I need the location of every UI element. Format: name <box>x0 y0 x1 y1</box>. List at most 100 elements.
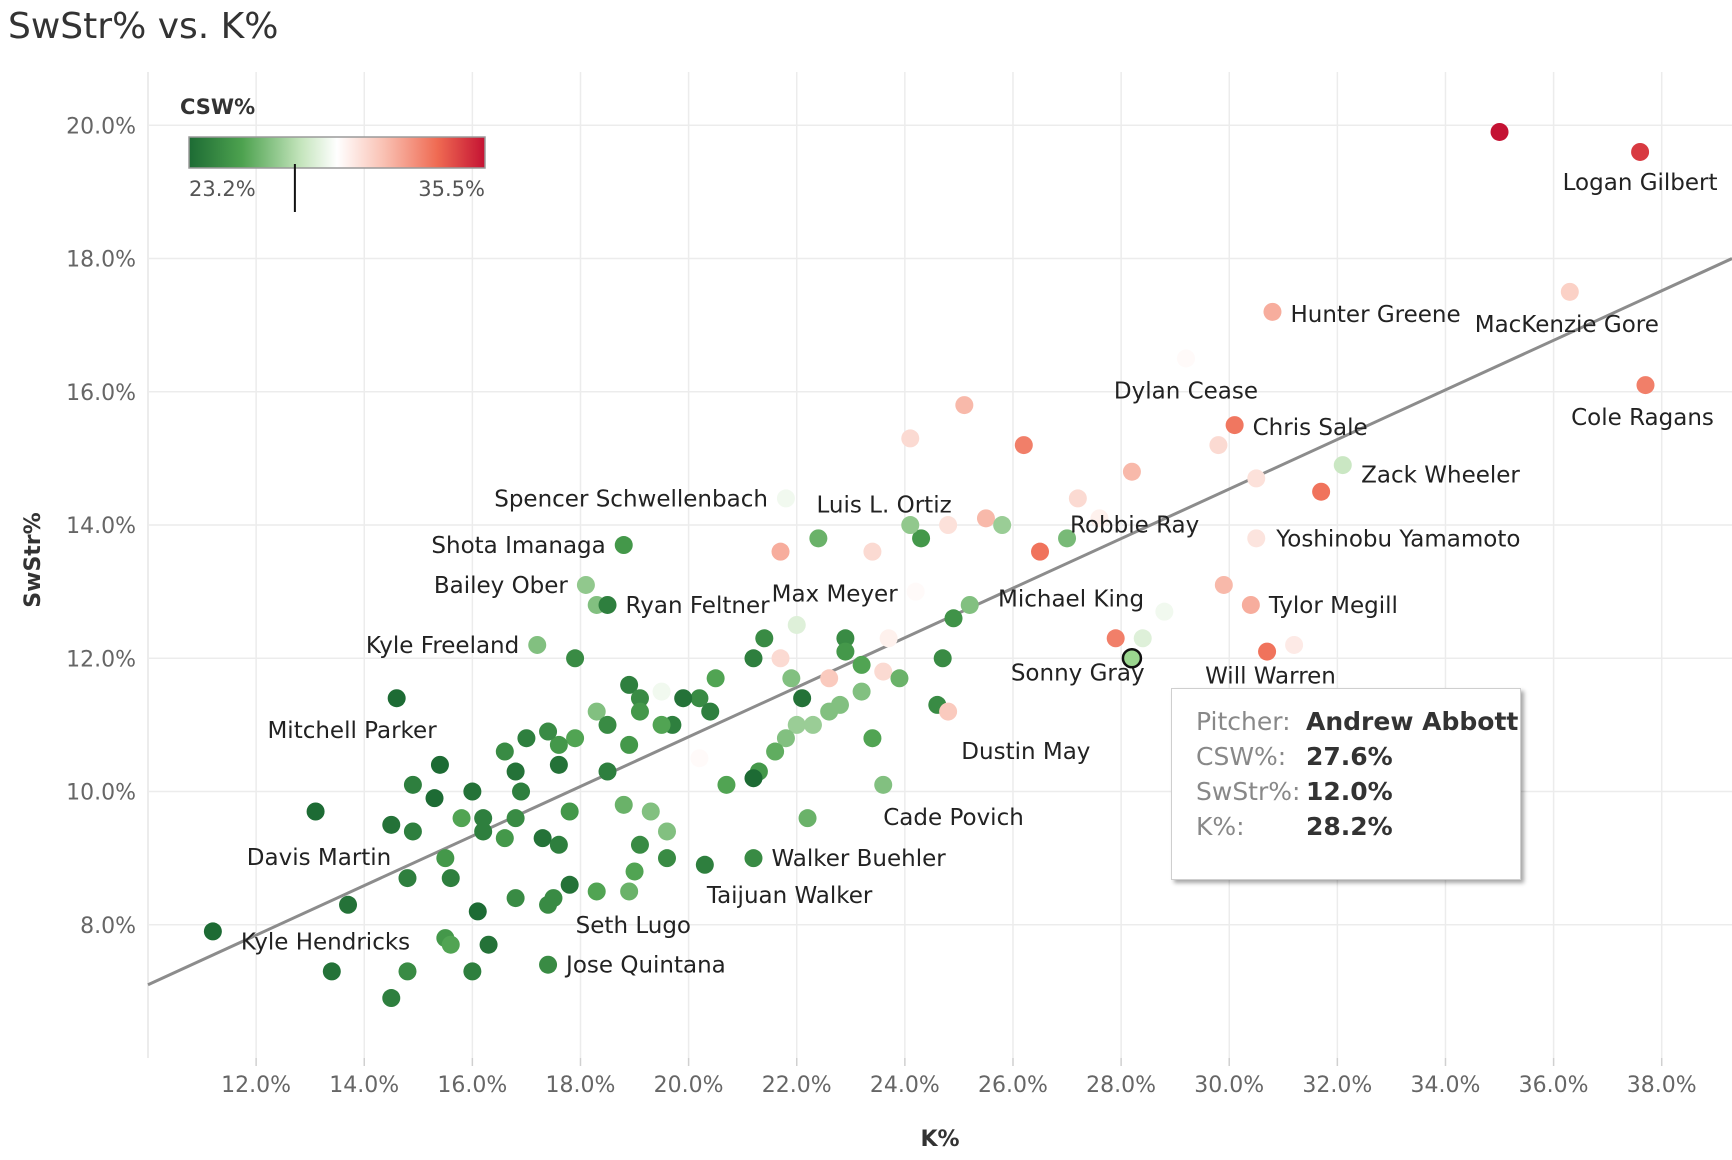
data-point[interactable] <box>771 649 790 668</box>
data-point[interactable] <box>495 829 514 848</box>
data-point[interactable] <box>1312 482 1331 501</box>
data-point[interactable] <box>1209 436 1228 455</box>
data-point[interactable] <box>1176 349 1195 368</box>
data-point[interactable] <box>1106 629 1125 648</box>
data-point[interactable] <box>614 536 633 555</box>
data-point[interactable] <box>674 689 693 708</box>
data-point[interactable] <box>939 516 958 535</box>
data-point[interactable] <box>630 689 649 708</box>
data-point[interactable] <box>598 762 617 781</box>
data-point[interactable] <box>1247 529 1266 548</box>
data-point[interactable] <box>1241 595 1260 614</box>
data-point[interactable] <box>744 849 763 868</box>
data-point[interactable] <box>549 835 568 854</box>
data-point[interactable] <box>652 682 671 701</box>
csw-legend[interactable]: CSW% 23.2% 35.5% <box>180 95 486 212</box>
data-point[interactable] <box>836 629 855 648</box>
data-point[interactable] <box>852 682 871 701</box>
data-point[interactable] <box>549 755 568 774</box>
data-point[interactable] <box>425 789 444 808</box>
data-point[interactable] <box>820 669 839 688</box>
data-point[interactable] <box>463 782 482 801</box>
data-point[interactable] <box>755 629 774 648</box>
data-point[interactable] <box>620 735 639 754</box>
data-point[interactable] <box>452 809 471 828</box>
data-point[interactable] <box>1090 509 1109 528</box>
data-point[interactable] <box>906 582 925 601</box>
data-point[interactable] <box>322 962 341 981</box>
data-point[interactable] <box>387 689 406 708</box>
data-point[interactable] <box>1258 642 1277 661</box>
data-point[interactable] <box>403 822 422 841</box>
data-point[interactable] <box>879 629 898 648</box>
data-point[interactable] <box>874 775 893 794</box>
data-point[interactable] <box>652 715 671 734</box>
data-point[interactable] <box>506 889 525 908</box>
data-point[interactable] <box>403 775 422 794</box>
data-point[interactable] <box>641 802 660 821</box>
data-point[interactable] <box>630 835 649 854</box>
data-point[interactable] <box>1490 122 1509 141</box>
data-point[interactable] <box>614 795 633 814</box>
data-point[interactable] <box>506 809 525 828</box>
data-point[interactable] <box>441 869 460 888</box>
data-point[interactable] <box>690 749 709 768</box>
data-point[interactable] <box>306 802 325 821</box>
data-point[interactable] <box>809 529 828 548</box>
data-point[interactable] <box>625 862 644 881</box>
data-point[interactable] <box>539 895 558 914</box>
data-point[interactable] <box>517 729 536 748</box>
data-point[interactable] <box>495 742 514 761</box>
data-point[interactable] <box>944 609 963 628</box>
data-point[interactable] <box>706 669 725 688</box>
data-point[interactable] <box>1333 456 1352 475</box>
data-point[interactable] <box>398 869 417 888</box>
data-point[interactable] <box>993 516 1012 535</box>
data-point[interactable] <box>852 655 871 674</box>
data-point[interactable] <box>398 962 417 981</box>
data-point[interactable] <box>1133 629 1152 648</box>
data-point[interactable] <box>820 702 839 721</box>
data-point[interactable] <box>744 769 763 788</box>
data-point[interactable] <box>1263 302 1282 321</box>
data-point[interactable] <box>771 542 790 561</box>
data-point[interactable] <box>939 702 958 721</box>
data-point[interactable] <box>744 649 763 668</box>
data-point[interactable] <box>512 782 531 801</box>
data-point[interactable] <box>1214 575 1233 594</box>
data-point[interactable] <box>955 396 974 415</box>
data-point[interactable] <box>657 822 676 841</box>
selected-point[interactable] <box>1121 648 1143 669</box>
data-point[interactable] <box>528 635 547 654</box>
data-point[interactable] <box>803 715 822 734</box>
data-point[interactable] <box>933 649 952 668</box>
data-point[interactable] <box>474 809 493 828</box>
data-point[interactable] <box>836 642 855 661</box>
data-point[interactable] <box>441 935 460 954</box>
data-point[interactable] <box>587 702 606 721</box>
data-point[interactable] <box>874 662 893 681</box>
data-point[interactable] <box>1636 376 1655 395</box>
data-point[interactable] <box>566 649 585 668</box>
data-point[interactable] <box>339 895 358 914</box>
data-point[interactable] <box>620 675 639 694</box>
data-point[interactable] <box>539 722 558 741</box>
data-point[interactable] <box>463 962 482 981</box>
data-point[interactable] <box>474 822 493 841</box>
data-point[interactable] <box>782 669 801 688</box>
data-point[interactable] <box>901 429 920 448</box>
data-point[interactable] <box>787 615 806 634</box>
data-point[interactable] <box>690 689 709 708</box>
data-point[interactable] <box>598 595 617 614</box>
data-point[interactable] <box>587 882 606 901</box>
data-point[interactable] <box>533 829 552 848</box>
data-point[interactable] <box>717 775 736 794</box>
data-point[interactable] <box>776 729 795 748</box>
data-point[interactable] <box>776 489 795 508</box>
data-point[interactable] <box>863 542 882 561</box>
data-point[interactable] <box>1122 462 1141 481</box>
data-point[interactable] <box>901 516 920 535</box>
data-point[interactable] <box>1014 436 1033 455</box>
data-point[interactable] <box>890 669 909 688</box>
